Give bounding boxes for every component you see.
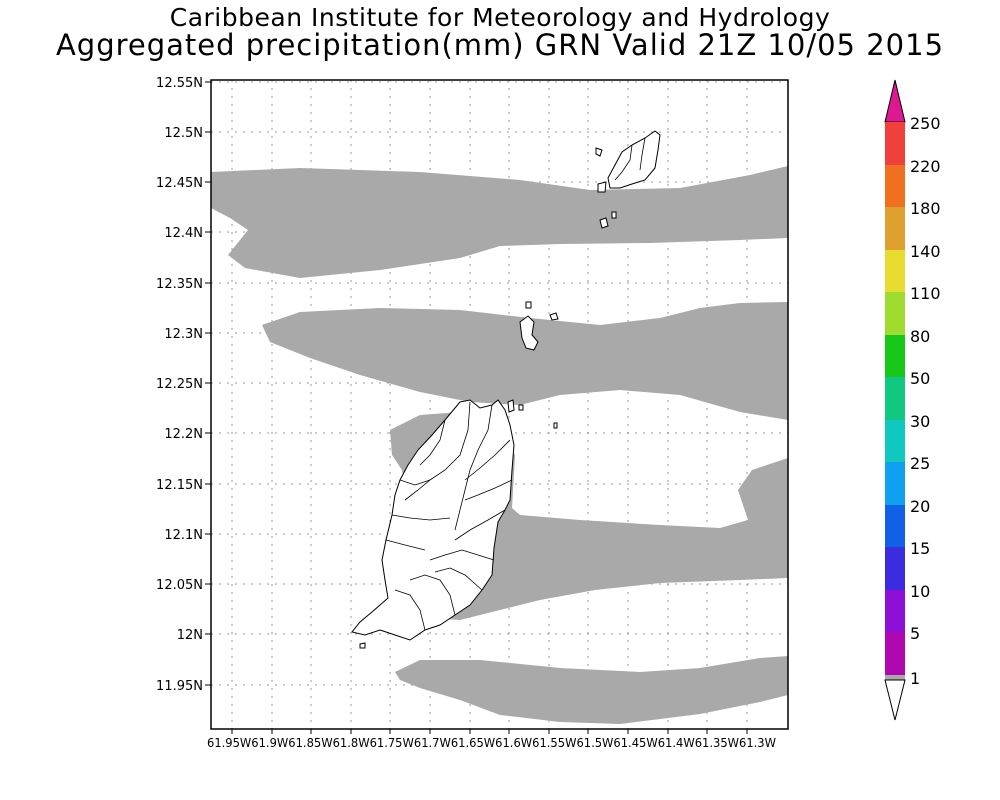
lat-tick-labels: 12.55N 12.5N 12.45N 12.4N 12.35N 12.3N 1… — [156, 76, 203, 694]
legend-label: 220 — [910, 157, 941, 176]
legend-swatch-110 — [885, 292, 905, 335]
map-title: Caribbean Institute for Meteorology and … — [169, 3, 831, 32]
legend-swatch-20 — [885, 505, 905, 547]
islet-east-3 — [553, 422, 558, 429]
islet-north-4 — [597, 181, 607, 193]
islet-east-1 — [507, 399, 515, 413]
islet-central-2 — [549, 312, 559, 321]
map-subtitle: Aggregated precipitation(mm) GRN Valid 2… — [55, 28, 945, 62]
legend-label: 250 — [910, 114, 941, 133]
legend-swatch-5 — [885, 632, 905, 675]
precip-band-north — [211, 166, 788, 278]
legend-label: 5 — [910, 624, 920, 643]
lat-tick-label: 12.15N — [156, 478, 203, 493]
legend-label: 80 — [910, 327, 930, 346]
lat-tick-label: 11.95N — [156, 679, 203, 694]
lat-tick-label: 12.25N — [156, 377, 203, 392]
lat-tick-label: 12.3N — [164, 327, 203, 342]
watershed-lines — [385, 137, 646, 631]
islet-north-2 — [611, 211, 617, 219]
map-frame — [210, 79, 789, 730]
legend-label: 30 — [910, 412, 930, 431]
lat-tick-label: 12.4N — [164, 226, 203, 241]
islet-south-1 — [359, 642, 366, 649]
legend-swatch-180 — [885, 207, 905, 250]
legend-swatch-25 — [885, 462, 905, 505]
legend-top-triangle — [884, 79, 906, 123]
legend-label: 25 — [910, 454, 930, 473]
legend-label: 110 — [910, 284, 941, 303]
islet-north-3 — [595, 147, 603, 157]
lat-tick-label: 12.5N — [164, 126, 203, 141]
islet-central-1 — [519, 315, 539, 351]
legend-label: 10 — [910, 582, 930, 601]
lat-tick-label: 12.2N — [164, 427, 203, 442]
legend-labels: 250 220 180 140 110 80 50 30 25 20 15 10… — [910, 114, 941, 688]
legend-swatch-140 — [885, 250, 905, 292]
legend-swatch-50 — [885, 377, 905, 420]
legend-label: 50 — [910, 369, 930, 388]
legend-label: 180 — [910, 199, 941, 218]
islet-north-1 — [599, 217, 609, 229]
legend-label: 20 — [910, 497, 930, 516]
lat-tick-marks — [205, 81, 211, 686]
legend-swatch-15 — [885, 547, 905, 590]
legend-swatch-1 — [885, 675, 905, 680]
lat-tick-label: 12N — [177, 628, 203, 643]
legend-bottom-triangle — [884, 679, 906, 721]
legend-swatch-80 — [885, 335, 905, 377]
lon-tick-marks — [231, 729, 748, 734]
legend-label: 1 — [910, 669, 920, 688]
precip-band-bottom — [395, 656, 788, 724]
color-legend: 250 220 180 140 110 80 50 30 25 20 15 10… — [884, 79, 941, 721]
islet-central-3 — [525, 301, 532, 309]
lat-tick-label: 12.55N — [156, 76, 203, 91]
lat-tick-label: 12.35N — [156, 277, 203, 292]
precip-band-central — [262, 302, 788, 420]
islet-east-2 — [518, 404, 524, 411]
legend-label: 15 — [910, 539, 930, 558]
legend-swatch-250 — [885, 122, 905, 165]
legend-swatch-30 — [885, 420, 905, 462]
lat-tick-label: 12.1N — [164, 528, 203, 543]
lon-tick-labels: 61.95W61.9W61.85W61.8W61.75W61.7W61.65W6… — [207, 735, 776, 750]
lat-tick-label: 12.45N — [156, 176, 203, 191]
lat-tick-label: 12.05N — [156, 578, 203, 593]
legend-swatch-10 — [885, 590, 905, 632]
legend-swatch-220 — [885, 165, 905, 207]
legend-label: 140 — [910, 242, 941, 261]
